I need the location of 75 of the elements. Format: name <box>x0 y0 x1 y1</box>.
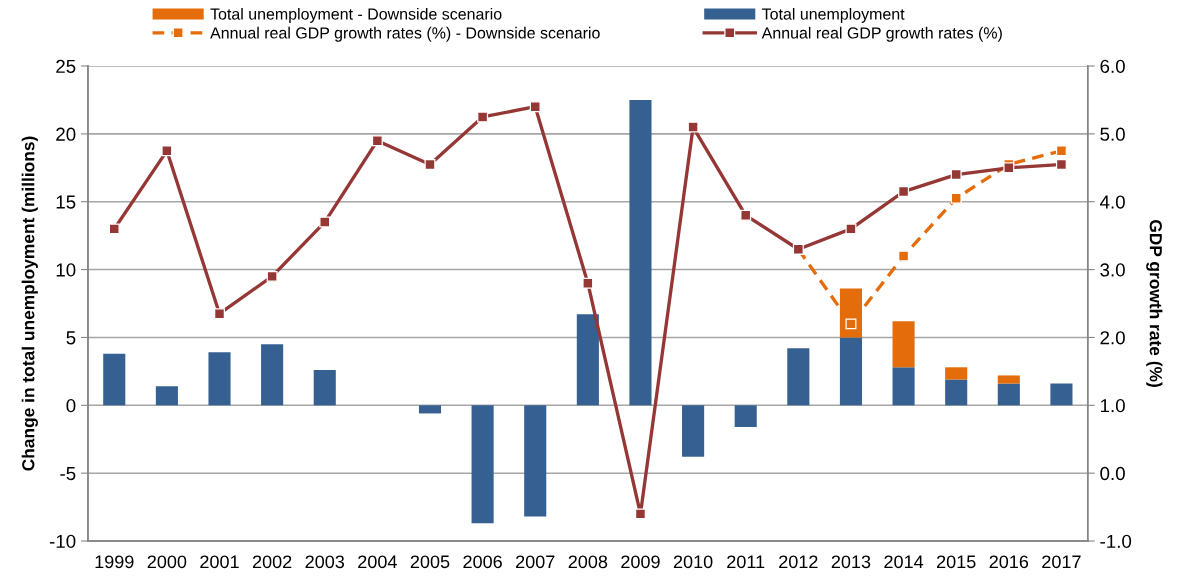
y-tick-label: 10 <box>56 263 76 277</box>
legend-label: Annual real GDP growth rates (%) <box>761 26 1002 42</box>
bar <box>103 353 126 406</box>
point <box>424 158 436 170</box>
y-tick-label: 5 <box>66 331 76 345</box>
point <box>687 121 699 133</box>
point <box>529 101 541 113</box>
bar <box>787 348 810 406</box>
legend-label: Annual real GDP growth rates (%) - Downside scenario <box>210 26 600 42</box>
y2-tick-label: 5.0 <box>1100 127 1125 141</box>
x-tick-label: 1999 <box>95 555 134 569</box>
y-tick-label: 20 <box>56 127 76 141</box>
legend-label: Total unemployment <box>762 7 905 23</box>
bar <box>682 405 705 457</box>
y-tick-label: 15 <box>56 195 76 209</box>
x-tick-label: 2007 <box>516 555 555 569</box>
bar <box>1050 383 1073 406</box>
bar <box>945 367 968 380</box>
x-tick-label: 2011 <box>727 555 765 569</box>
point <box>898 250 910 262</box>
bar <box>313 370 336 406</box>
y2-tick-label: -1.0 <box>1100 534 1132 548</box>
point <box>898 186 910 198</box>
bar <box>208 352 231 406</box>
x-tick-label: 2004 <box>358 555 397 569</box>
y2-tick-label: 6.0 <box>1100 59 1125 73</box>
x-tick-label: 2013 <box>831 555 871 569</box>
x-tick-label: 2017 <box>1042 555 1081 569</box>
point <box>740 209 752 221</box>
point <box>582 277 594 289</box>
bar <box>734 405 757 428</box>
bar <box>261 344 284 406</box>
bar <box>892 321 915 368</box>
y2-tick-label: 1.0 <box>1100 399 1125 413</box>
point <box>371 135 383 147</box>
y-tick-label: -5 <box>60 467 76 481</box>
bar <box>155 386 178 406</box>
y-axis-title: Change in total unemployment (millions) <box>21 136 38 471</box>
x-tick-label: 2006 <box>463 555 502 569</box>
x-tick-label: 2014 <box>884 555 924 569</box>
x-tick-label: 2009 <box>621 555 660 569</box>
bar <box>471 405 494 524</box>
x-tick-label: 2001 <box>200 555 239 569</box>
point <box>845 318 857 330</box>
x-tick-label: 2003 <box>305 555 345 569</box>
bar <box>892 367 915 406</box>
point <box>161 145 173 157</box>
x-tick-label: 2000 <box>147 555 187 569</box>
y2-tick-label: 2.0 <box>1100 331 1125 345</box>
point <box>266 270 278 282</box>
x-tick-label: 2002 <box>252 555 292 569</box>
bar <box>997 375 1020 384</box>
point <box>477 111 489 123</box>
bar <box>576 314 599 406</box>
y2-tick-label: 3.0 <box>1100 263 1125 277</box>
x-tick-label: 2005 <box>410 555 450 569</box>
y2-tick-label: 0.0 <box>1100 466 1125 481</box>
bar <box>524 405 547 517</box>
bar <box>945 379 968 406</box>
bar <box>997 383 1020 406</box>
point <box>319 216 331 228</box>
x-tick-label: 2012 <box>779 555 818 569</box>
x-tick-label: 2016 <box>989 555 1029 569</box>
bar <box>629 99 652 406</box>
y-tick-label: -10 <box>49 534 76 548</box>
bar <box>418 405 442 414</box>
legend-label: Total unemployment - Downside scenario <box>210 7 502 23</box>
y2-tick-label: 4.0 <box>1099 195 1125 209</box>
x-tick-label: 2010 <box>673 555 713 569</box>
y2-axis-title: GDP growth rate (%) <box>1146 219 1163 387</box>
y-tick-label: 25 <box>56 59 76 73</box>
x-tick-label: 2008 <box>568 555 608 569</box>
x-tick-label: 2015 <box>937 555 976 569</box>
bar <box>839 337 862 406</box>
y-tick-label: 0 <box>66 399 76 413</box>
